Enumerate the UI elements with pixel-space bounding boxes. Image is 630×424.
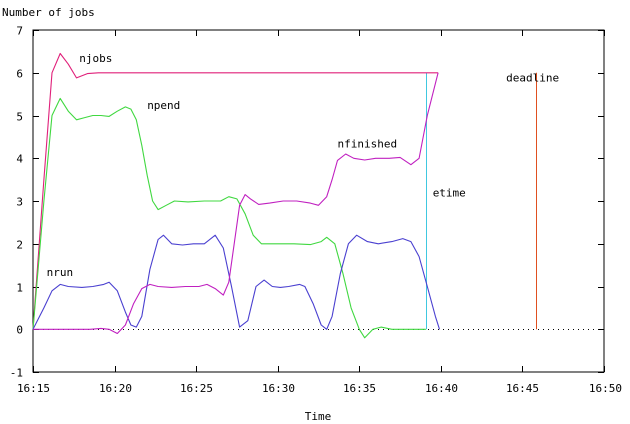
y-tick-label: -1 — [10, 367, 23, 380]
deadline-label: deadline — [506, 71, 559, 84]
y-tick-label: 0 — [16, 324, 23, 337]
y-tick-label: 6 — [16, 68, 23, 81]
x-tick-label: 16:20 — [99, 382, 132, 395]
x-axis: 16:15 16:20 16:25 16:30 16:35 16:40 16:45 16:50 — [17, 30, 622, 395]
x-tick-label: 16:15 — [17, 382, 50, 395]
x-tick-label: 16:30 — [262, 382, 295, 395]
nrun-label: nrun — [47, 266, 74, 279]
nfinished-series-line — [33, 72, 439, 335]
y-axis: -1 0 1 2 3 4 5 6 7 — [10, 25, 604, 380]
nfinished-label: nfinished — [338, 138, 398, 151]
y-tick-label: 1 — [16, 282, 23, 295]
nrun-series-line — [32, 234, 441, 330]
marker-lines — [426, 72, 537, 330]
x-tick-label: 16:45 — [506, 382, 539, 395]
y-axis-label: Number of jobs — [2, 6, 95, 19]
y-tick-label: 2 — [16, 239, 23, 252]
x-tick-label: 16:35 — [343, 382, 376, 395]
njobs-series-line — [32, 52, 439, 330]
x-tick-label: 16:40 — [425, 382, 458, 395]
x-tick-label: 16:50 — [589, 382, 622, 395]
npend-series-line — [32, 97, 426, 339]
etime-label: etime — [433, 187, 466, 200]
x-tick-label: 16:25 — [180, 382, 213, 395]
y-tick-label: 5 — [16, 111, 23, 124]
y-tick-label: 3 — [16, 196, 23, 209]
njobs-label: njobs — [79, 52, 112, 65]
x-axis-label: Time — [305, 410, 332, 423]
series-labels: njobs npend nrun nfinished etime deadline — [47, 52, 560, 279]
y-tick-label: 7 — [16, 25, 23, 38]
series-lines — [32, 52, 441, 339]
y-tick-label: 4 — [16, 153, 23, 166]
npend-label: npend — [147, 99, 180, 112]
